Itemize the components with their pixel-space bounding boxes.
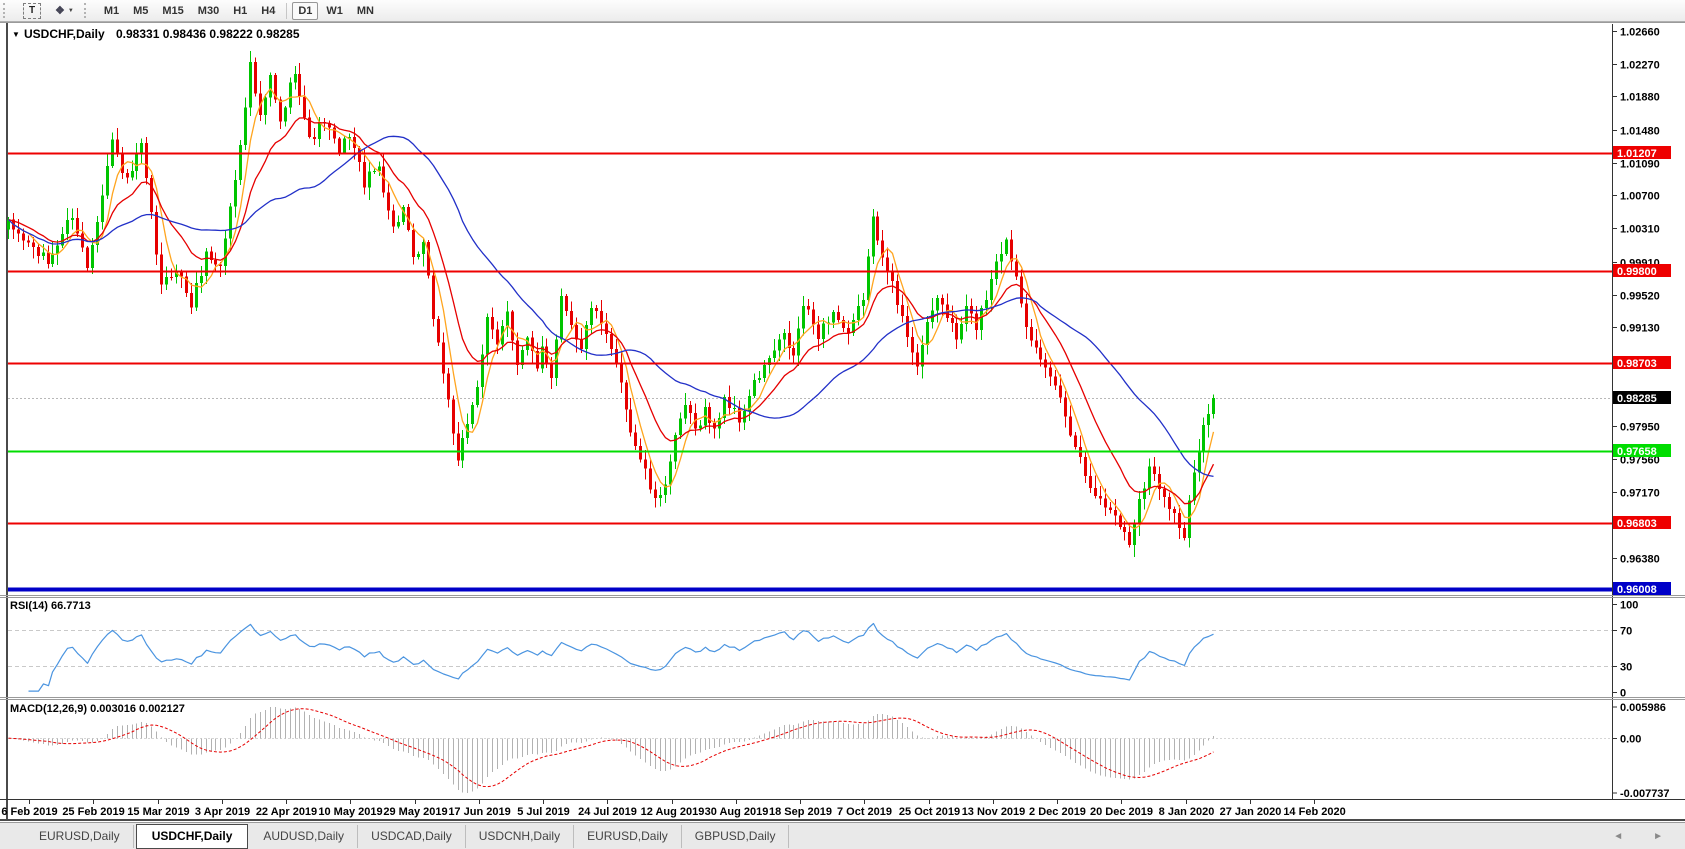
svg-text:1.00310: 1.00310 — [1620, 224, 1660, 236]
date-axis-layer: 6 Feb 2019 25 Feb 2019 15 Mar 2019 3 Apr 20… — [1, 800, 1346, 818]
chart-canvas[interactable]: 1.02660 1.02270 1.01880 1.01480 1.01090 1.007… — [0, 22, 1685, 822]
svg-text:0.97170: 0.97170 — [1620, 488, 1660, 500]
diamond-arrows-icon: ❖ — [55, 5, 65, 17]
svg-text:14 Feb 2020: 14 Feb 2020 — [1283, 806, 1345, 818]
timeframe-button-W1[interactable]: W1 — [326, 4, 343, 17]
timeframe-button-MN[interactable]: MN — [356, 4, 374, 17]
timeframe-button-M15[interactable]: M15 — [162, 4, 184, 17]
svg-text:15 Mar 2019: 15 Mar 2019 — [127, 806, 189, 818]
moving-averages-layer — [8, 88, 1215, 530]
svg-text:0.96803: 0.96803 — [1617, 518, 1657, 530]
timeframe-button-D1[interactable]: D1 — [292, 1, 319, 20]
horizontal-levels-layer — [8, 152, 1612, 592]
svg-text:27 Jan 2020: 27 Jan 2020 — [1220, 806, 1282, 818]
svg-text:20 Dec 2019: 20 Dec 2019 — [1090, 806, 1153, 818]
svg-text:0.96008: 0.96008 — [1617, 584, 1657, 596]
macd-signal-line — [8, 708, 1214, 788]
price-label-boxes: 1.01207 0.99800 0.98703 0.96803 0.97658 0.960… — [1613, 146, 1671, 596]
macd-panel-layer: 0.005986 0.00 -0.007737 — [8, 702, 1670, 800]
svg-text:-0.007737: -0.007737 — [1620, 788, 1670, 800]
svg-text:24 Jul 2019: 24 Jul 2019 — [578, 806, 637, 818]
toolbar-grip-2[interactable] — [83, 3, 91, 18]
svg-text:1.02270: 1.02270 — [1620, 60, 1660, 72]
svg-text:6 Feb 2019: 6 Feb 2019 — [1, 806, 57, 818]
svg-text:0.97658: 0.97658 — [1617, 446, 1657, 458]
chart-tab-eurusd-daily-0[interactable]: EURUSD,Daily — [26, 824, 134, 848]
svg-text:18 Sep 2019: 18 Sep 2019 — [769, 806, 832, 818]
svg-text:5 Jul 2019: 5 Jul 2019 — [517, 806, 570, 818]
svg-text:1.01207: 1.01207 — [1617, 148, 1657, 160]
ma-line-14 — [8, 117, 1215, 505]
svg-text:2 Dec 2019: 2 Dec 2019 — [1029, 806, 1086, 818]
svg-text:30 Aug 2019: 30 Aug 2019 — [705, 806, 769, 818]
rsi-line — [28, 622, 1214, 692]
svg-text:100: 100 — [1620, 600, 1638, 612]
collapse-arrow-icon[interactable]: ▼ — [12, 30, 20, 39]
ma-line-34 — [8, 135, 1214, 478]
chart-frame — [0, 22, 1685, 822]
chart-tabbar: EURUSD,Daily USDCHF,Daily AUDUSD,Daily USDC… — [0, 822, 1685, 849]
svg-text:0: 0 — [1620, 688, 1626, 700]
svg-text:25 Oct 2019: 25 Oct 2019 — [899, 806, 960, 818]
svg-text:0.99520: 0.99520 — [1620, 291, 1660, 303]
svg-text:0.99800: 0.99800 — [1617, 266, 1657, 278]
timeframe-button-M5[interactable]: M5 — [133, 4, 149, 17]
svg-text:22 Apr 2019: 22 Apr 2019 — [256, 806, 317, 818]
svg-text:17 Jun 2019: 17 Jun 2019 — [448, 806, 510, 818]
timeframe-button-M30[interactable]: M30 — [197, 4, 220, 17]
svg-text:0.97560: 0.97560 — [1620, 455, 1660, 467]
timeframe-button-H4[interactable]: H4 — [261, 4, 276, 17]
text-tool-icon: T — [23, 2, 41, 19]
svg-text:0.00: 0.00 — [1620, 734, 1641, 746]
chart-tab-eurusd-daily-5[interactable]: EURUSD,Daily — [574, 824, 682, 848]
svg-text:30: 30 — [1620, 662, 1632, 674]
toolbar-grip[interactable] — [3, 3, 10, 18]
chart-tab-usdcad-daily-3[interactable]: USDCAD,Daily — [358, 824, 466, 848]
svg-text:3 Apr 2019: 3 Apr 2019 — [195, 806, 250, 818]
chevron-down-icon: ▼ — [67, 7, 74, 14]
svg-text:7 Oct 2019: 7 Oct 2019 — [837, 806, 892, 818]
tabs-scroll-right-button[interactable]: ► — [1653, 830, 1663, 842]
timeframe-group: M1 M5 M15 M30 H1 H4 D1 W1 MN — [97, 1, 381, 20]
svg-text:1.01090: 1.01090 — [1620, 159, 1660, 171]
svg-text:70: 70 — [1620, 626, 1632, 638]
timeframe-button-H1[interactable]: H1 — [233, 4, 248, 17]
ma-line-5 — [8, 88, 1215, 530]
chart-tab-usdchf-daily-1[interactable]: USDCHF,Daily — [135, 823, 249, 849]
svg-text:1.01880: 1.01880 — [1620, 92, 1660, 104]
svg-text:25 Feb 2019: 25 Feb 2019 — [62, 806, 124, 818]
svg-text:0.98703: 0.98703 — [1617, 358, 1657, 370]
svg-text:0.96380: 0.96380 — [1620, 554, 1660, 566]
svg-text:10 May 2019: 10 May 2019 — [318, 806, 382, 818]
chart-ohlc-values: 0.98331 0.98436 0.98222 0.98285 — [116, 27, 300, 41]
svg-text:1.02660: 1.02660 — [1620, 27, 1660, 39]
rsi-indicator-label: RSI(14) 66.7713 — [10, 600, 91, 612]
svg-text:8 Jan 2020: 8 Jan 2020 — [1159, 806, 1215, 818]
svg-text:0.97950: 0.97950 — [1620, 422, 1660, 434]
chart-tab-usdcnh-daily-4[interactable]: USDCNH,Daily — [466, 824, 575, 848]
chart-symbol-title: USDCHF,Daily — [24, 27, 105, 41]
svg-text:1.00700: 1.00700 — [1620, 191, 1660, 203]
svg-text:12 Aug 2019: 12 Aug 2019 — [641, 806, 705, 818]
arrange-tool-button[interactable]: ❖ ▼ — [49, 2, 80, 20]
timeframe-button-M1[interactable]: M1 — [103, 4, 120, 17]
candles-layer — [7, 51, 1215, 558]
toolbar-separator — [286, 2, 288, 19]
rsi-panel-layer: 100 70 30 0 — [8, 600, 1638, 700]
chart-tab-audusd-daily-2[interactable]: AUDUSD,Daily — [250, 824, 359, 848]
tab-strip: EURUSD,Daily USDCHF,Daily AUDUSD,Daily USDC… — [26, 823, 790, 849]
svg-text:0.005986: 0.005986 — [1620, 702, 1666, 714]
svg-text:29 May 2019: 29 May 2019 — [383, 806, 447, 818]
tabs-scroll-left-button[interactable]: ◄ — [1613, 830, 1624, 842]
svg-text:0.98285: 0.98285 — [1617, 393, 1657, 405]
chart-tab-gbpusd-daily-6[interactable]: GBPUSD,Daily — [682, 824, 790, 848]
svg-text:13 Nov 2019: 13 Nov 2019 — [962, 806, 1026, 818]
macd-indicator-label: MACD(12,26,9) 0.003016 0.002127 — [10, 703, 185, 715]
svg-text:1.01480: 1.01480 — [1620, 126, 1660, 138]
tab-scrollers: ◄ ► — [1613, 831, 1663, 842]
svg-text:0.99130: 0.99130 — [1620, 323, 1660, 335]
timeframe-toolbar: T ❖ ▼ M1 M5 M15 M30 H1 H4 D1 W1 MN — [0, 0, 1685, 22]
text-tool-button[interactable]: T — [17, 2, 47, 20]
